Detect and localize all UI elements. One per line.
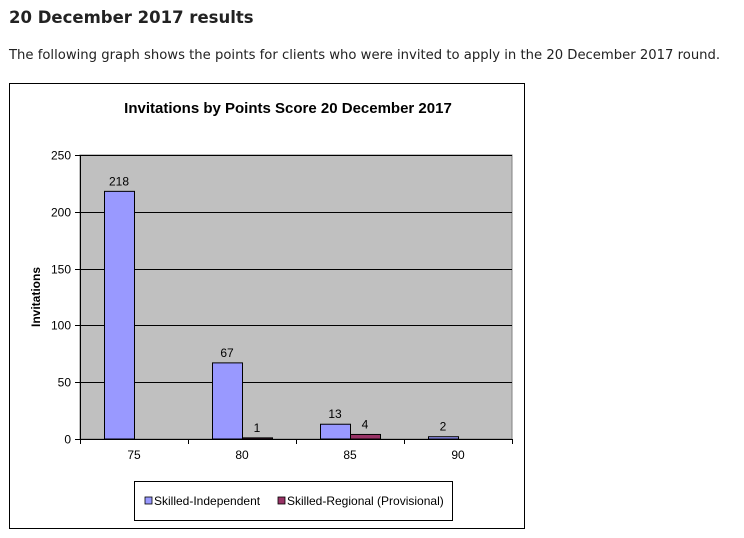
y-tick-label: 250: [51, 149, 71, 163]
bar-skilled-regional-80: [242, 437, 273, 440]
y-axis-label: Invitations: [29, 267, 43, 327]
y-tick-label: 0: [64, 433, 71, 447]
data-label: 13: [328, 407, 342, 421]
legend-box: [134, 481, 453, 521]
legend: Skilled-Independent Skilled-Regional (Pr…: [134, 481, 453, 521]
bar-skilled-independent-90: [428, 436, 459, 440]
legend-label-skilled-regional: Skilled-Regional (Provisional): [287, 494, 444, 508]
legend-swatch-skilled-regional: [277, 496, 286, 505]
data-label: 218: [109, 174, 129, 188]
data-label: 4: [362, 417, 369, 431]
legend-label-skilled-independent: Skilled-Independent: [154, 494, 261, 508]
plot-area: [79, 154, 513, 440]
y-tick-label: 50: [58, 376, 72, 390]
data-label: 2: [440, 420, 447, 434]
intro-text: The following graph shows the points for…: [9, 48, 721, 63]
bar-skilled-regional-85: [350, 433, 381, 440]
y-tick-label: 200: [51, 206, 71, 220]
y-tick-label: 150: [51, 263, 71, 277]
x-tick-label: 90: [451, 448, 465, 462]
y-tick-label: 100: [51, 319, 71, 333]
chart-title: Invitations by Points Score 20 December …: [124, 100, 452, 117]
x-tick-label: 75: [127, 448, 141, 462]
bar-skilled-independent-75: [104, 190, 135, 440]
x-tick-label: 85: [343, 448, 357, 462]
data-label: 1: [254, 421, 261, 435]
bar-skilled-independent-80: [212, 362, 243, 440]
bar-skilled-independent-85: [320, 423, 351, 440]
legend-swatch-skilled-independent: [144, 496, 153, 505]
page-heading: 20 December 2017 results: [9, 8, 254, 27]
data-label: 67: [220, 346, 234, 360]
x-tick-label: 80: [235, 448, 249, 462]
